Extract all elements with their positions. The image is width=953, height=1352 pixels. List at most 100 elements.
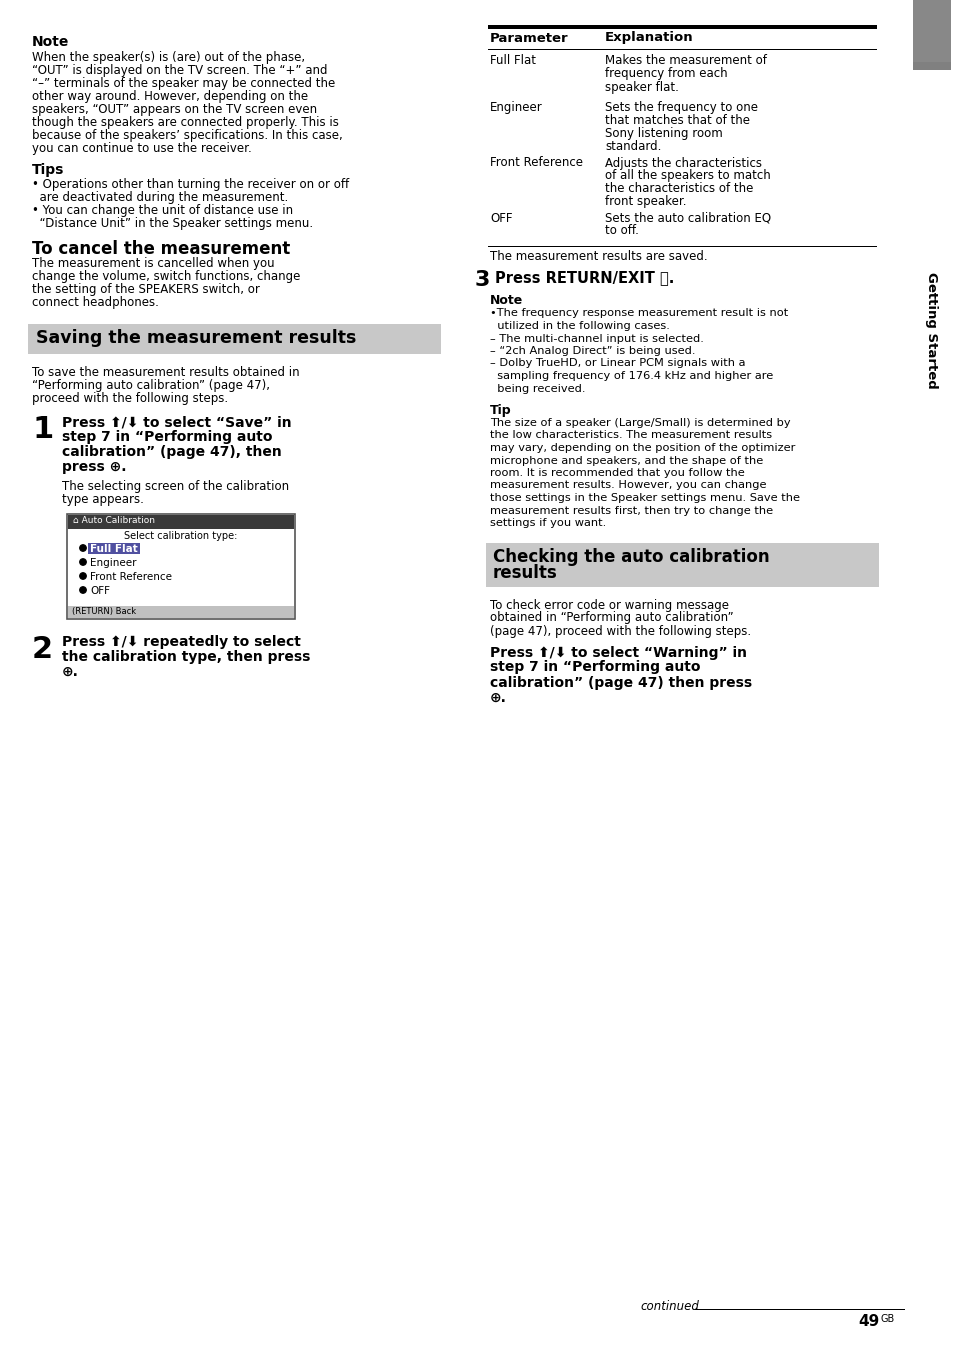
Text: Press ⬆/⬇ to select “Save” in: Press ⬆/⬇ to select “Save” in <box>62 415 292 429</box>
Text: Saving the measurement results: Saving the measurement results <box>36 329 356 347</box>
Text: being received.: being received. <box>490 384 585 393</box>
Text: (page 47), proceed with the following steps.: (page 47), proceed with the following st… <box>490 625 750 638</box>
Text: Parameter: Parameter <box>490 31 568 45</box>
Text: Checking the auto calibration: Checking the auto calibration <box>493 548 769 565</box>
Text: sampling frequency of 176.4 kHz and higher are: sampling frequency of 176.4 kHz and high… <box>490 370 773 381</box>
Text: Sony listening room: Sony listening room <box>604 127 722 141</box>
Text: Front Reference: Front Reference <box>490 157 582 169</box>
Text: the setting of the SPEAKERS switch, or: the setting of the SPEAKERS switch, or <box>32 283 259 296</box>
Text: OFF: OFF <box>490 211 512 224</box>
Text: • You can change the unit of distance use in: • You can change the unit of distance us… <box>32 204 293 218</box>
Text: settings if you want.: settings if you want. <box>490 518 605 529</box>
Text: Note: Note <box>490 295 522 307</box>
Text: standard.: standard. <box>604 141 660 154</box>
Text: press ⊕.: press ⊕. <box>62 460 127 475</box>
Text: though the speakers are connected properly. This is: though the speakers are connected proper… <box>32 116 338 128</box>
Text: The size of a speaker (Large/Small) is determined by: The size of a speaker (Large/Small) is d… <box>490 418 790 429</box>
Text: Explanation: Explanation <box>604 31 693 45</box>
Text: To save the measurement results obtained in: To save the measurement results obtained… <box>32 366 299 379</box>
Text: Getting Started: Getting Started <box>924 272 938 388</box>
Text: Press ⬆/⬇ repeatedly to select: Press ⬆/⬇ repeatedly to select <box>62 635 300 649</box>
Text: calibration” (page 47) then press: calibration” (page 47) then press <box>490 676 751 690</box>
Bar <box>488 24 876 28</box>
Text: connect headphones.: connect headphones. <box>32 296 159 310</box>
Text: front speaker.: front speaker. <box>604 196 686 208</box>
Bar <box>912 0 950 70</box>
Text: Engineer: Engineer <box>490 101 542 115</box>
Text: Front Reference: Front Reference <box>90 572 172 581</box>
Text: Press ⬆/⬇ to select “Warning” in: Press ⬆/⬇ to select “Warning” in <box>490 645 746 660</box>
Text: Makes the measurement of: Makes the measurement of <box>604 54 766 68</box>
Text: Select calibration type:: Select calibration type: <box>124 531 237 541</box>
Circle shape <box>80 587 86 594</box>
Text: 1: 1 <box>32 415 53 443</box>
Bar <box>68 515 294 529</box>
Text: “–” terminals of the speaker may be connected the: “–” terminals of the speaker may be conn… <box>32 77 335 91</box>
Text: measurement results. However, you can change: measurement results. However, you can ch… <box>490 480 765 491</box>
Text: 2: 2 <box>32 635 53 664</box>
Text: “OUT” is displayed on the TV screen. The “+” and: “OUT” is displayed on the TV screen. The… <box>32 64 327 77</box>
Text: •The frequency response measurement result is not: •The frequency response measurement resu… <box>490 308 787 319</box>
Bar <box>28 324 440 354</box>
Text: When the speaker(s) is (are) out of the phase,: When the speaker(s) is (are) out of the … <box>32 51 305 64</box>
Text: The selecting screen of the calibration: The selecting screen of the calibration <box>62 480 289 493</box>
Text: of all the speakers to match: of all the speakers to match <box>604 169 770 183</box>
Text: that matches that of the: that matches that of the <box>604 115 749 127</box>
Text: ⌂ Auto Calibration: ⌂ Auto Calibration <box>73 516 154 525</box>
Bar <box>488 49 876 50</box>
Text: obtained in “Performing auto calibration”: obtained in “Performing auto calibration… <box>490 611 733 625</box>
Circle shape <box>80 558 86 565</box>
Text: Full Flat: Full Flat <box>90 544 137 554</box>
Text: “Distance Unit” in the Speaker settings menu.: “Distance Unit” in the Speaker settings … <box>32 218 313 230</box>
Text: the low characteristics. The measurement results: the low characteristics. The measurement… <box>490 430 771 441</box>
Bar <box>485 542 878 587</box>
Text: proceed with the following steps.: proceed with the following steps. <box>32 392 228 406</box>
Text: To check error code or warning message: To check error code or warning message <box>490 599 728 611</box>
Text: utilized in the following cases.: utilized in the following cases. <box>490 320 669 331</box>
Text: those settings in the Speaker settings menu. Save the: those settings in the Speaker settings m… <box>490 493 800 503</box>
Text: measurement results first, then try to change the: measurement results first, then try to c… <box>490 506 772 515</box>
Text: Sets the auto calibration EQ: Sets the auto calibration EQ <box>604 211 770 224</box>
Text: change the volume, switch functions, change: change the volume, switch functions, cha… <box>32 270 300 283</box>
Bar <box>88 544 140 554</box>
Text: Sets the frequency to one: Sets the frequency to one <box>604 101 758 115</box>
Text: “Performing auto calibration” (page 47),: “Performing auto calibration” (page 47), <box>32 379 270 392</box>
Text: you can continue to use the receiver.: you can continue to use the receiver. <box>32 142 252 155</box>
Bar <box>912 70 950 671</box>
Text: (RETURN) Back: (RETURN) Back <box>71 607 136 617</box>
Text: Note: Note <box>32 35 70 49</box>
Text: Tip: Tip <box>490 404 511 416</box>
Text: Tips: Tips <box>32 164 64 177</box>
Text: frequency from each: frequency from each <box>604 68 727 81</box>
Text: – “2ch Analog Direct” is being used.: – “2ch Analog Direct” is being used. <box>490 346 695 356</box>
Text: Press RETURN/EXIT ⤥.: Press RETURN/EXIT ⤥. <box>495 270 674 285</box>
Text: calibration” (page 47), then: calibration” (page 47), then <box>62 445 281 458</box>
Text: To cancel the measurement: To cancel the measurement <box>32 241 290 258</box>
Text: the calibration type, then press: the calibration type, then press <box>62 650 310 664</box>
Text: room. It is recommended that you follow the: room. It is recommended that you follow … <box>490 468 744 479</box>
Text: • Operations other than turning the receiver on or off: • Operations other than turning the rece… <box>32 178 349 191</box>
Text: ⊕.: ⊕. <box>490 691 506 704</box>
Text: are deactivated during the measurement.: are deactivated during the measurement. <box>32 191 288 204</box>
Text: – The multi-channel input is selected.: – The multi-channel input is selected. <box>490 334 703 343</box>
Text: other way around. However, depending on the: other way around. However, depending on … <box>32 91 308 103</box>
Text: may vary, depending on the position of the optimizer: may vary, depending on the position of t… <box>490 443 795 453</box>
Text: microphone and speakers, and the shape of the: microphone and speakers, and the shape o… <box>490 456 762 465</box>
Circle shape <box>80 545 86 552</box>
Text: 49: 49 <box>858 1314 879 1329</box>
Bar <box>68 606 294 618</box>
Text: step 7 in “Performing auto: step 7 in “Performing auto <box>490 661 700 675</box>
Text: The measurement results are saved.: The measurement results are saved. <box>490 250 707 264</box>
Text: Engineer: Engineer <box>90 558 136 568</box>
Circle shape <box>80 573 86 579</box>
Text: speaker flat.: speaker flat. <box>604 81 679 93</box>
Text: 3: 3 <box>475 270 490 291</box>
Bar <box>488 246 876 247</box>
Text: OFF: OFF <box>90 585 110 596</box>
Text: ⊕.: ⊕. <box>62 665 79 679</box>
Text: results: results <box>493 565 558 583</box>
Text: GB: GB <box>880 1314 894 1324</box>
Text: Adjusts the characteristics: Adjusts the characteristics <box>604 157 761 169</box>
Text: continued: continued <box>639 1301 699 1313</box>
Text: the characteristics of the: the characteristics of the <box>604 183 753 196</box>
